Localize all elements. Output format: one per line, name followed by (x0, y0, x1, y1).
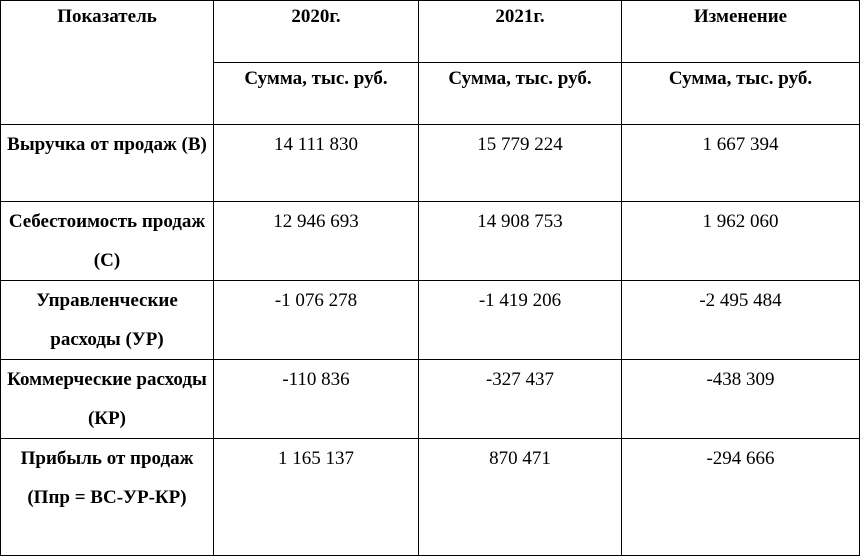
value-cell: 870 471 (418, 438, 622, 556)
row-label: Управленческие расходы (УР) (0, 280, 214, 360)
value-cell: -327 437 (418, 359, 622, 439)
value-cell: 14 111 830 (213, 124, 419, 202)
data-row: Себестоимость продаж (С) 12 946 693 14 908… (0, 201, 860, 281)
data-row: Прибыль от продаж (Ппр = ВС-УР-КР) 1 165 … (0, 438, 860, 556)
row-label: Себестоимость продаж (С) (0, 201, 214, 281)
subheader-cell: Сумма, тыс. руб. (621, 62, 860, 125)
value-cell: -1 419 206 (418, 280, 622, 360)
subheader-cell: Сумма, тыс. руб. (213, 62, 419, 125)
subheader-cell: Сумма, тыс. руб. (418, 62, 622, 125)
header-cell: Показатель (0, 0, 214, 125)
data-row: Управленческие расходы (УР) -1 076 278 -1 … (0, 280, 860, 360)
value-cell: 1 165 137 (213, 438, 419, 556)
row-label: Прибыль от продаж (Ппр = ВС-УР-КР) (0, 438, 214, 556)
value-cell: -438 309 (621, 359, 860, 439)
data-row: Выручка от продаж (В) 14 111 830 15 779 22… (0, 124, 860, 202)
header-cell: Изменение (621, 0, 860, 63)
value-cell: -110 836 (213, 359, 419, 439)
value-cell: 1 962 060 (621, 201, 860, 281)
value-cell: -294 666 (621, 438, 860, 556)
row-label: Коммерческие расходы (КР) (0, 359, 214, 439)
value-cell: 14 908 753 (418, 201, 622, 281)
value-cell: 12 946 693 (213, 201, 419, 281)
value-cell: 1 667 394 (621, 124, 860, 202)
subheader-row: Сумма, тыс. руб. Сумма, тыс. руб. Сумма,… (1, 62, 860, 125)
header-row: Показатель 2020г. 2021г. Изменение (0, 0, 860, 125)
row-label: Выручка от продаж (В) (0, 124, 214, 202)
header-cell: 2020г. (213, 0, 419, 63)
value-cell: 15 779 224 (418, 124, 622, 202)
data-row: Коммерческие расходы (КР) -110 836 -327 43… (0, 359, 860, 439)
value-cell: -2 495 484 (621, 280, 860, 360)
header-cell: 2021г. (418, 0, 622, 63)
value-cell: -1 076 278 (213, 280, 419, 360)
